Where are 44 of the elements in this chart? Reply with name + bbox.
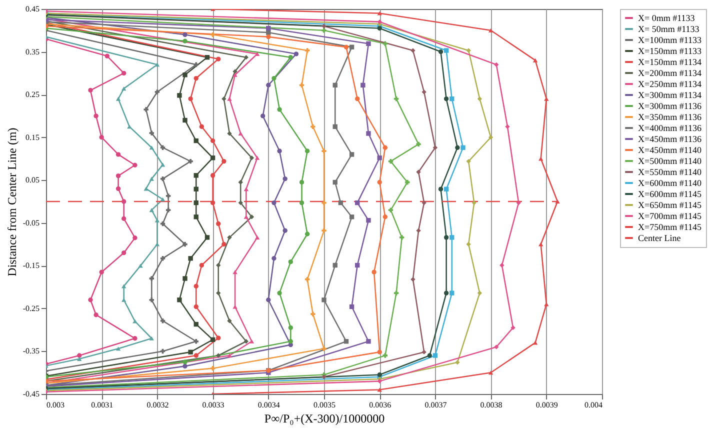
legend-label: X=750mm #1145 [638, 222, 702, 232]
y-axis-title: Distance from Center Line (m) [4, 128, 19, 276]
legend-label: X=200mm #1134 [638, 68, 702, 78]
legend-label: X=300mm #1134 [638, 90, 702, 100]
y-tick-label: 0.25 [26, 90, 40, 100]
x-tick-label: 0.0037 [424, 400, 447, 410]
legend-label: X=300mm #1136 [638, 101, 702, 111]
legend-label: X=400mm #1136 [638, 123, 702, 133]
legend-label: X=450mm #1136 [638, 134, 702, 144]
legend-label: X= 0mm #1133 [638, 13, 696, 23]
legend-label: X=500mm #1140 [638, 156, 702, 166]
x-tick-label: 0.0038 [480, 400, 502, 410]
y-tick-label: 0.15 [26, 132, 40, 142]
legend-label: X=550mm #1140 [638, 167, 702, 177]
x-tick-label: 0.004 [584, 400, 602, 410]
legend-label: X=600mm #1145 [638, 189, 702, 199]
legend-label: X=600mm #1140 [638, 178, 702, 188]
x-tick-label: 0.0031 [91, 400, 114, 410]
legend-label: Center Line [638, 233, 681, 243]
x-tick-label: 0.0033 [202, 400, 224, 410]
y-tick-label: 0.45 [26, 4, 40, 14]
legend-label: X=150mm #1134 [638, 57, 702, 67]
x-tick-label: 0.0032 [146, 400, 169, 410]
y-tick-label: 0.35 [26, 47, 40, 56]
x-axis-title: P∞/P₀+(X-300)/1000000 [264, 412, 385, 426]
x-tick-label: 0.003 [46, 400, 64, 410]
legend-label: X=350mm #1136 [638, 112, 702, 122]
x-tick-label: 0.0039 [536, 400, 558, 410]
legend-label: X=450mm #1140 [638, 145, 702, 155]
y-tick-label: 0.05 [26, 176, 40, 185]
y-tick-label: -0.05 [22, 218, 40, 228]
legend-label: X=100mm #1133 [638, 35, 702, 45]
legend-label: X=250mm #1134 [638, 79, 702, 89]
legend-label: X= 50mm #1133 [638, 24, 700, 34]
x-tick-label: 0.0036 [369, 400, 392, 410]
y-tick-label: -0.35 [22, 346, 40, 356]
legend-label: X=700mm #1145 [638, 211, 702, 221]
y-tick-label: -0.45 [22, 390, 40, 398]
x-tick-label: 0.0035 [314, 400, 336, 410]
x-tick-label: 0.0034 [258, 400, 280, 410]
y-tick-label: -0.15 [22, 261, 40, 270]
legend-label: X=150mm #1133 [638, 46, 702, 56]
legend-label: X=650mm #1145 [638, 200, 702, 210]
y-tick-label: -0.25 [22, 304, 40, 313]
